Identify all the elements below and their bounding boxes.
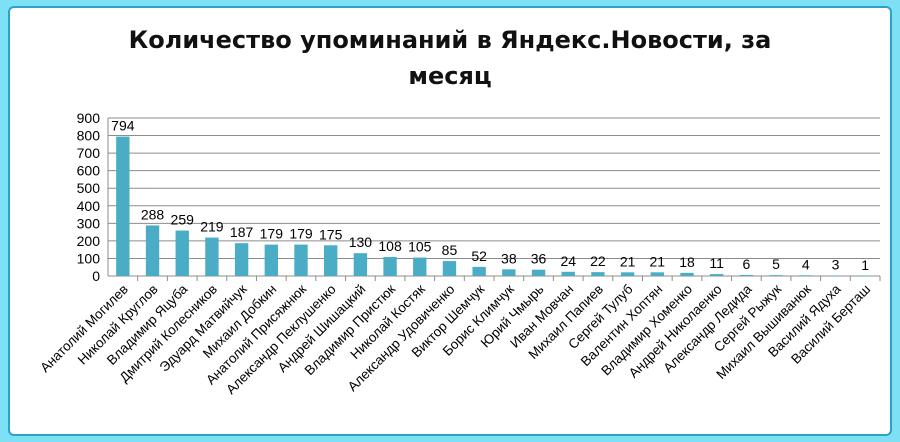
data-label: 4 [802, 256, 810, 272]
chart-title-line-1: Количество упоминаний в Яндекс.Новости, … [128, 26, 772, 54]
bar [294, 244, 308, 276]
y-tick-label: 100 [77, 250, 101, 266]
bar [769, 275, 783, 276]
bar [205, 237, 219, 276]
bar [858, 275, 872, 277]
data-label: 130 [349, 234, 373, 250]
data-label: 108 [378, 238, 402, 254]
bar [116, 136, 130, 276]
bar [650, 272, 664, 276]
data-label: 22 [590, 253, 606, 269]
bar [680, 272, 694, 276]
bar [353, 253, 368, 276]
bar [175, 230, 189, 276]
bar [324, 245, 338, 276]
data-label: 21 [620, 253, 636, 269]
bar [799, 275, 813, 276]
data-label: 21 [650, 253, 666, 269]
y-tick-label: 600 [77, 163, 101, 179]
y-tick-label: 500 [77, 180, 101, 196]
y-tick-label: 900 [77, 110, 101, 126]
data-label: 5 [772, 256, 780, 272]
y-tick-label: 700 [77, 145, 101, 161]
bar [502, 269, 516, 276]
bar [620, 272, 635, 276]
chart-frame: Количество упоминаний в Яндекс.Новости, … [8, 6, 892, 436]
bar [828, 275, 843, 277]
bar [591, 272, 605, 276]
data-label: 794 [111, 118, 135, 134]
y-tick-label: 800 [77, 128, 101, 144]
chart-title-line-2: месяц [408, 62, 492, 90]
y-tick-label: 200 [77, 233, 101, 249]
data-label: 6 [742, 256, 750, 272]
data-label: 259 [171, 212, 195, 228]
bar [531, 269, 546, 276]
chart-title: Количество упоминаний в Яндекс.Новости, … [10, 22, 890, 94]
data-label: 105 [408, 239, 432, 255]
data-label: 11 [709, 255, 724, 271]
bar [472, 266, 486, 276]
bar [383, 257, 397, 276]
data-label: 85 [442, 242, 458, 258]
data-label: 24 [560, 253, 576, 269]
y-tick-label: 0 [92, 268, 100, 284]
data-label: 18 [679, 254, 695, 270]
bar [234, 243, 249, 276]
data-label: 3 [832, 256, 840, 272]
data-label: 175 [319, 226, 343, 242]
data-label: 219 [200, 219, 224, 235]
y-tick-label: 300 [77, 215, 101, 231]
bar [561, 271, 575, 276]
data-label: 36 [531, 251, 547, 267]
data-label: 1 [861, 257, 869, 273]
data-label: 288 [141, 206, 165, 222]
y-tick-label: 400 [77, 198, 101, 214]
bar [145, 225, 160, 276]
data-label: 187 [230, 224, 254, 240]
bar [710, 274, 724, 276]
data-label: 179 [260, 226, 284, 242]
bar [442, 261, 457, 276]
bar [739, 274, 754, 276]
data-label: 52 [471, 248, 487, 264]
bar [413, 257, 427, 276]
data-label: 38 [501, 250, 517, 266]
bar [264, 244, 278, 276]
data-label: 179 [289, 226, 313, 242]
